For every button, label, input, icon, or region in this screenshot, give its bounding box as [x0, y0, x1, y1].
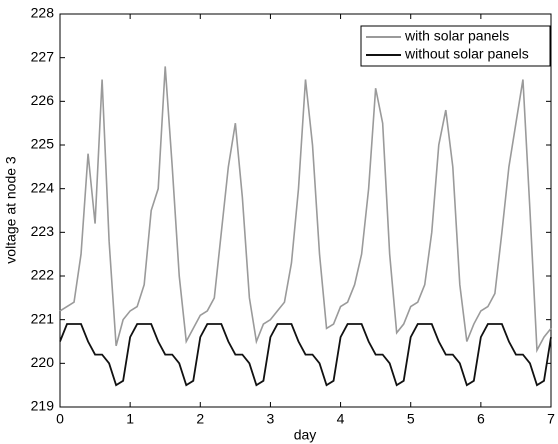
y-tick-label: 224	[31, 179, 55, 195]
x-tick-label: 6	[477, 411, 485, 427]
y-axis-label: voltage at node 3	[3, 156, 19, 264]
x-tick-label: 0	[56, 411, 64, 427]
legend-box	[360, 25, 551, 67]
y-tick-label: 221	[31, 310, 55, 326]
x-tick-label: 3	[267, 411, 275, 427]
x-tick-label: 2	[196, 411, 204, 427]
y-tick-label: 220	[31, 354, 55, 370]
series-line	[59, 66, 552, 354]
y-tick-label: 227	[31, 48, 55, 64]
series-line	[59, 323, 552, 387]
x-tick-label: 1	[126, 411, 134, 427]
x-axis-label: day	[294, 427, 317, 443]
x-tick-label: 7	[547, 411, 555, 427]
y-tick-label: 226	[31, 92, 55, 108]
y-tick-label: 223	[31, 223, 55, 239]
y-tick-label: 222	[31, 267, 55, 283]
x-tick-label: 4	[337, 411, 345, 427]
y-tick-label: 228	[31, 5, 55, 21]
legend-label: without solar panels	[404, 46, 529, 62]
y-tick-label: 219	[31, 398, 55, 414]
x-tick-label: 5	[407, 411, 415, 427]
y-tick-label: 225	[31, 136, 55, 152]
plot-frame	[59, 13, 552, 408]
legend-label: with solar panels	[404, 28, 509, 44]
